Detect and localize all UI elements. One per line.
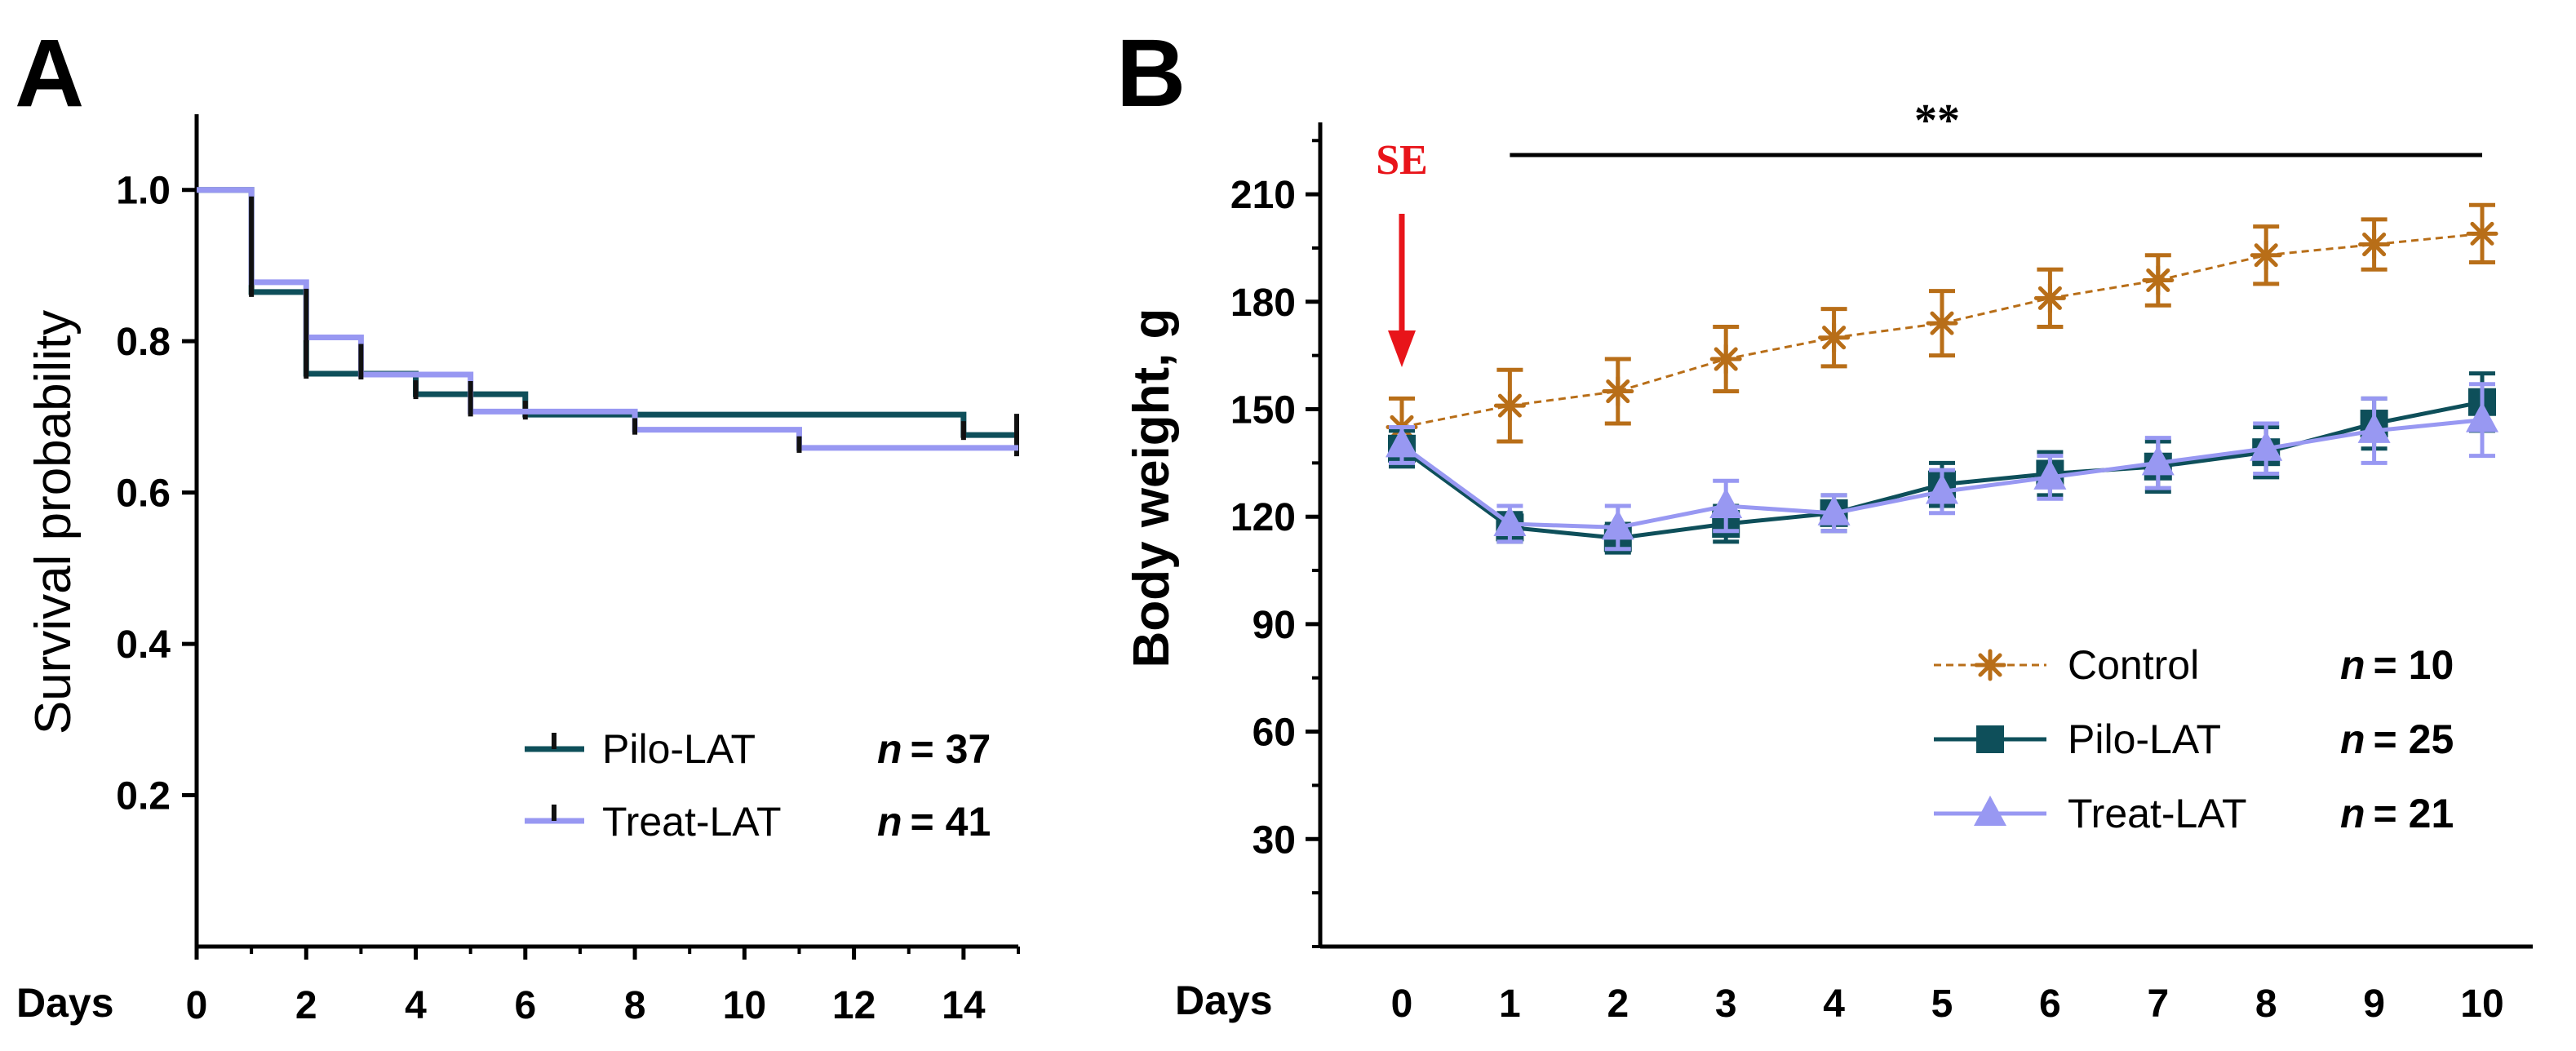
marker-asterisk — [1709, 343, 1742, 375]
panel-a-letter: A — [15, 20, 84, 127]
legend-pilo-label: Pilo-LAT — [602, 726, 756, 772]
panel-b-legend: Control n = 10 Pilo-LAT n = 25 Treat-LAT n… — [1934, 642, 2454, 836]
panel-b-x-axis-title: Days — [1175, 978, 1273, 1023]
y-tick-label: 210 — [1230, 174, 1296, 217]
asterisk-stroke — [2470, 221, 2494, 246]
legend-pilo-b-label: Pilo-LAT — [2068, 716, 2221, 762]
marker-triangle — [2357, 412, 2391, 443]
panel-a-x-axis-title: Days — [16, 980, 114, 1026]
y-tick-label: 1.0 — [116, 170, 171, 213]
marker-asterisk — [1926, 307, 1958, 339]
x-tick-label: 6 — [514, 984, 536, 1027]
x-tick-label: 0 — [186, 984, 208, 1027]
x-tick-label: 6 — [2039, 982, 2061, 1026]
marker-asterisk — [1493, 389, 1526, 422]
km-curve-pilo-lat — [197, 187, 1018, 438]
marker-asterisk — [1974, 649, 2006, 681]
marker-triangle — [1926, 473, 1958, 504]
se-arrow — [1388, 214, 1416, 367]
marker-triangle — [2466, 401, 2498, 432]
se-annotation: SE — [1376, 137, 1428, 184]
legend-treat-label: Treat-LAT — [602, 799, 781, 845]
x-tick-label: 3 — [1715, 982, 1737, 1026]
marker-triangle — [1817, 494, 1851, 526]
x-tick-label: 4 — [405, 984, 427, 1027]
legend-pilo-n: n = 37 — [877, 726, 991, 772]
legend-treat-n: n = 41 — [877, 799, 991, 845]
asterisk-stroke — [1978, 653, 2002, 677]
x-tick-label: 14 — [942, 984, 986, 1027]
y-tick-label: 60 — [1253, 712, 1296, 755]
x-tick-label: 10 — [723, 984, 766, 1027]
panel-a-axes: 0 2 4 6 8 10 12 14 0.2 0.4 0.6 0.8 1.0 — [116, 114, 1020, 1027]
marker-triangle — [1386, 427, 1418, 458]
y-tick-label: 0.4 — [116, 623, 171, 667]
y-tick-label: 90 — [1253, 604, 1296, 647]
legend-treat-b-n: n = 21 — [2340, 791, 2454, 836]
asterisk-stroke — [1497, 393, 1522, 418]
panel-b-series — [1386, 202, 2498, 555]
marker-asterisk — [2033, 282, 2066, 314]
asterisk-stroke — [2037, 286, 2062, 310]
y-tick-label: 150 — [1230, 389, 1296, 432]
marker-triangle — [1974, 796, 2006, 826]
x-tick-label: 5 — [1931, 982, 1953, 1026]
panel-b-letter: B — [1116, 20, 1186, 127]
series-treat-lat — [1386, 382, 2498, 552]
marker-triangle — [1601, 509, 1634, 540]
y-tick-label: 0.8 — [116, 321, 171, 364]
asterisk-stroke — [1606, 379, 1630, 404]
marker-asterisk — [2358, 228, 2391, 261]
asterisk-stroke — [1822, 326, 1847, 350]
y-tick-label: 0.6 — [116, 472, 171, 516]
x-tick-label: 2 — [295, 984, 317, 1027]
panel-a: A Survival probability Days 0 2 4 6 8 10 12 140… — [15, 20, 1020, 1027]
y-tick-label: 30 — [1253, 818, 1296, 862]
km-curve-treat-lat — [197, 187, 1018, 451]
marker-triangle — [1709, 488, 1743, 519]
panel-b: B Body weight, g Days SE ** 0 1 2 3 4 5 6 7 8 9 10… — [1116, 20, 2533, 1026]
marker-triangle — [1493, 505, 1527, 536]
x-tick-label: 4 — [1823, 982, 1845, 1026]
legend-control-n: n = 10 — [2340, 642, 2454, 688]
marker-triangle — [2033, 459, 2067, 490]
marker-triangle — [2250, 430, 2283, 461]
x-tick-label: 1 — [1499, 982, 1521, 1026]
panel-a-series — [197, 187, 1019, 457]
legend-pilo-b-n: n = 25 — [2340, 716, 2454, 762]
x-tick-label: 7 — [2147, 982, 2169, 1026]
marker-asterisk — [1602, 375, 1634, 408]
marker-asterisk — [2466, 217, 2498, 250]
marker-square — [1976, 725, 2004, 753]
x-tick-label: 8 — [2255, 982, 2277, 1026]
y-tick-label: 0.2 — [116, 775, 171, 818]
x-tick-label: 10 — [2460, 982, 2503, 1026]
asterisk-stroke — [1930, 311, 1954, 335]
y-tick-label: 180 — [1230, 282, 1296, 325]
marker-triangle — [2141, 445, 2175, 476]
panel-b-y-axis-title: Body weight, g — [1124, 308, 1180, 668]
se-arrow-head — [1388, 330, 1416, 367]
marker-asterisk — [1818, 322, 1851, 354]
series-control — [1386, 202, 2498, 459]
y-tick-label: 120 — [1230, 496, 1296, 539]
asterisk-stroke — [1714, 347, 1738, 371]
legend-control-label: Control — [2068, 642, 2199, 688]
x-tick-label: 8 — [624, 984, 646, 1027]
significance-stars: ** — [1914, 95, 1960, 146]
marker-asterisk — [2142, 264, 2175, 296]
x-tick-label: 0 — [1391, 982, 1413, 1026]
marker-asterisk — [2250, 239, 2282, 272]
x-tick-label: 9 — [2363, 982, 2385, 1026]
asterisk-stroke — [2362, 233, 2387, 257]
x-tick-label: 2 — [1607, 982, 1629, 1026]
panel-b-axes: 0 1 2 3 4 5 6 7 8 9 10 30 60 90 120 150 180 210 — [1230, 122, 2533, 1026]
asterisk-stroke — [2254, 243, 2278, 268]
panel-a-y-axis-title: Survival probability — [25, 310, 82, 734]
asterisk-stroke — [2146, 268, 2170, 292]
panel-a-legend: Pilo-LAT n = 37 Treat-LAT n = 41 — [525, 726, 991, 845]
x-tick-label: 12 — [832, 984, 876, 1027]
legend-treat-b-label: Treat-LAT — [2068, 791, 2246, 836]
